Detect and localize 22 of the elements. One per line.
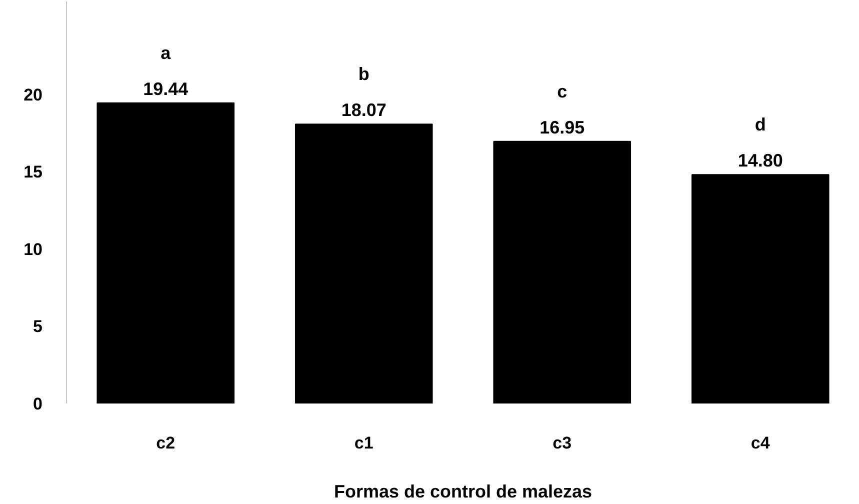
- x-tick-label: c3: [552, 434, 572, 452]
- bar: [294, 124, 433, 404]
- y-tick-label: 5: [33, 317, 43, 336]
- y-tick-label: 20: [24, 85, 43, 104]
- y-tick-label: 0: [33, 394, 43, 414]
- y-tick-label: 15: [24, 162, 43, 182]
- bar: [691, 174, 830, 404]
- y-tick-label: 10: [24, 240, 43, 259]
- data-label: 19.44: [143, 78, 188, 99]
- annotation: a: [160, 42, 172, 63]
- x-tick-label: c1: [354, 434, 374, 452]
- bar: [96, 102, 235, 404]
- data-label: 14.80: [738, 150, 783, 171]
- x-axis-title: Formas de control de malezas: [334, 482, 592, 502]
- data-label: 18.07: [341, 100, 386, 120]
- x-tick-label: c2: [156, 434, 176, 452]
- x-tick-label: c4: [750, 434, 770, 452]
- bar: [493, 140, 632, 404]
- annotation: b: [358, 64, 370, 84]
- annotation: c: [557, 81, 568, 102]
- data-label: 16.95: [540, 117, 585, 138]
- annotation: d: [754, 114, 766, 135]
